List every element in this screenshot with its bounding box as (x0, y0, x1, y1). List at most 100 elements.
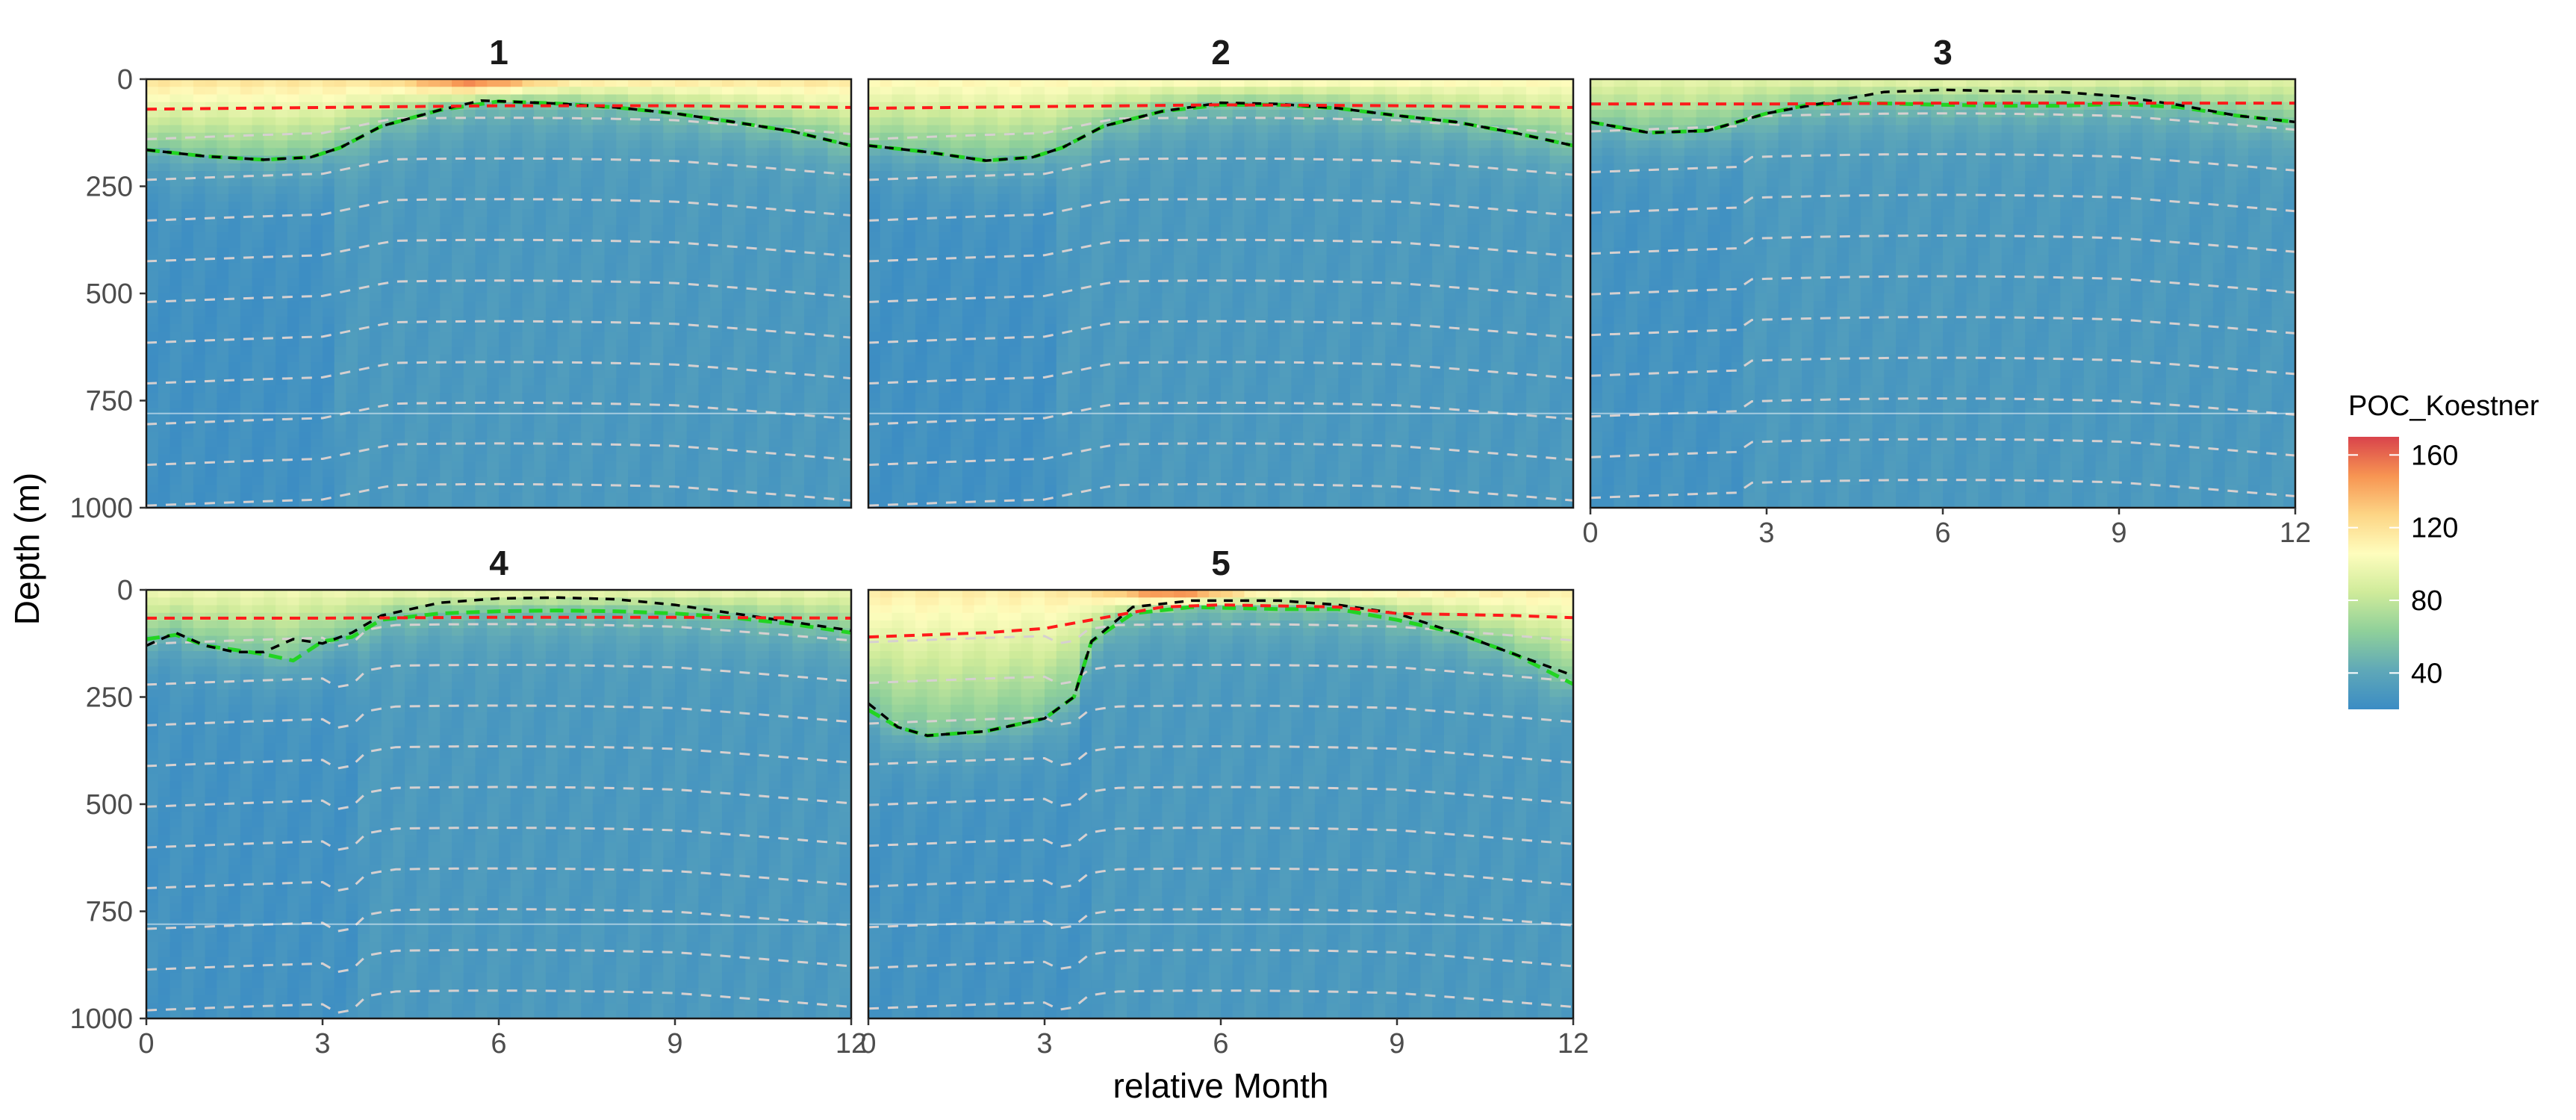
isopycnal-line (146, 704, 851, 729)
isopycnal-line (146, 482, 851, 507)
facet-title: 2 (1211, 33, 1231, 72)
y-tick-label: 750 (86, 386, 133, 417)
isopycnal-line (1590, 234, 2295, 255)
isopycnal-line (868, 664, 1573, 685)
isopycnal-line (1590, 193, 2295, 214)
isopycnal-line (868, 623, 1573, 644)
heatmap-field (1590, 79, 2295, 508)
isopycnal-line (146, 989, 851, 1014)
x-tick-label: 9 (1389, 1028, 1404, 1060)
x-tick-label: 3 (1758, 517, 1774, 549)
isopycnal-line (146, 238, 851, 263)
x-tick-label: 12 (2280, 517, 2311, 549)
isopycnal-line (146, 827, 851, 851)
isopycnal-line (868, 482, 1573, 507)
y-tick-label: 500 (86, 789, 133, 821)
y-axis-title: Depth (m) (7, 473, 46, 625)
y-tick-label: 0 (117, 575, 133, 606)
x-tick-label: 6 (1213, 1028, 1228, 1060)
y-tick-label: 750 (86, 897, 133, 928)
isopycnal-line (146, 157, 851, 181)
isopycnal-line (1590, 316, 2295, 337)
isopycnal-line (146, 361, 851, 385)
legend-label: 160 (2411, 440, 2458, 471)
x-tick-label: 12 (836, 1028, 867, 1060)
isopycnal-line (146, 442, 851, 467)
isopycnal-line (868, 320, 1573, 344)
legend-label: 40 (2411, 658, 2442, 689)
isopycnal-line (146, 116, 851, 140)
isopycnal-line (868, 827, 1573, 848)
isopycnal-line (868, 279, 1573, 303)
y-tick-label: 250 (86, 172, 133, 203)
facet-panel-2: 2 (867, 33, 1575, 509)
isopycnal-line (868, 116, 1573, 140)
isopycnal-line (146, 198, 851, 222)
facet-panel-3: 3 0 3 6 9 12 (1582, 33, 2311, 549)
facet-panel-1: 1 0 250 500 750 1000 (69, 33, 853, 524)
panel-border (867, 78, 1575, 509)
isopycnal-line (868, 989, 1573, 1011)
mixed-layer-line-black (868, 101, 1573, 162)
isopycnal-line (868, 198, 1573, 222)
isopycnal-line (1590, 479, 2295, 500)
heatmap-field (146, 590, 851, 1018)
x-tick-label: 9 (667, 1028, 682, 1060)
x-tick-label: 6 (491, 1028, 506, 1060)
isopycnal-line (868, 157, 1573, 181)
panels-layer: 1 0 250 500 750 1000 2 3 0 3 6 9 12 4 0 250 500 750 1000 0 3… (69, 33, 2311, 1060)
euphotic-line-red (1590, 102, 2295, 106)
heatmap-field (146, 79, 851, 508)
y-tick-label: 0 (117, 64, 133, 96)
mixed-layer-line-green (1590, 101, 2295, 135)
legend-title: POC_Koestner (2348, 391, 2539, 422)
x-tick-label: 9 (2111, 517, 2127, 549)
isopycnal-line (146, 279, 851, 303)
isopycnal-line (146, 623, 851, 648)
mixed-layer-line-black (1590, 88, 2295, 134)
isopycnal-line (868, 867, 1573, 889)
legend-label: 80 (2411, 585, 2442, 617)
x-tick-label: 6 (1935, 517, 1950, 549)
isopycnal-line (868, 401, 1573, 426)
euphotic-line-red (868, 103, 1573, 110)
x-tick-label: 3 (314, 1028, 330, 1060)
isopycnal-line (1590, 152, 2295, 174)
mixed-layer-line-green (868, 102, 1573, 163)
isopycnal-line (1590, 438, 2295, 458)
y-tick-label: 500 (86, 279, 133, 310)
facet-title: 1 (489, 33, 508, 72)
mixed-layer-line-green (146, 99, 851, 162)
isopycnal-line (146, 401, 851, 426)
mixed-layer-line-black (868, 599, 1573, 737)
isopycnal-line (146, 867, 851, 892)
y-tick-label: 1000 (69, 493, 133, 524)
legend-label: 120 (2411, 513, 2458, 544)
isopycnal-line (868, 361, 1573, 385)
isopycnal-line (1590, 275, 2295, 296)
isopycnal-line (146, 664, 851, 688)
x-axis-title: relative Month (1113, 1066, 1329, 1105)
isopycnal-line (868, 442, 1573, 467)
isopycnal-line (868, 238, 1573, 263)
x-tick-label: 0 (860, 1028, 876, 1060)
x-tick-label: 3 (1036, 1028, 1052, 1060)
isopycnal-line (1590, 356, 2295, 377)
facet-title: 5 (1211, 544, 1231, 582)
euphotic-line-red (146, 104, 851, 111)
x-tick-label: 12 (1558, 1028, 1589, 1060)
y-tick-label: 250 (86, 682, 133, 714)
x-tick-label: 0 (1582, 517, 1598, 549)
facet-title: 4 (489, 544, 508, 582)
color-legend: POC_Koestner 160 120 80 40 (2348, 391, 2539, 709)
mixed-layer-line-black (146, 596, 851, 653)
euphotic-line-red (146, 615, 851, 620)
isopycnal-line (868, 948, 1573, 971)
euphotic-line-red (868, 603, 1573, 639)
isopycnal-line (146, 320, 851, 344)
isopycnal-line (868, 704, 1573, 727)
isopycnal-line (1590, 397, 2295, 418)
y-tick-label: 1000 (69, 1004, 133, 1035)
